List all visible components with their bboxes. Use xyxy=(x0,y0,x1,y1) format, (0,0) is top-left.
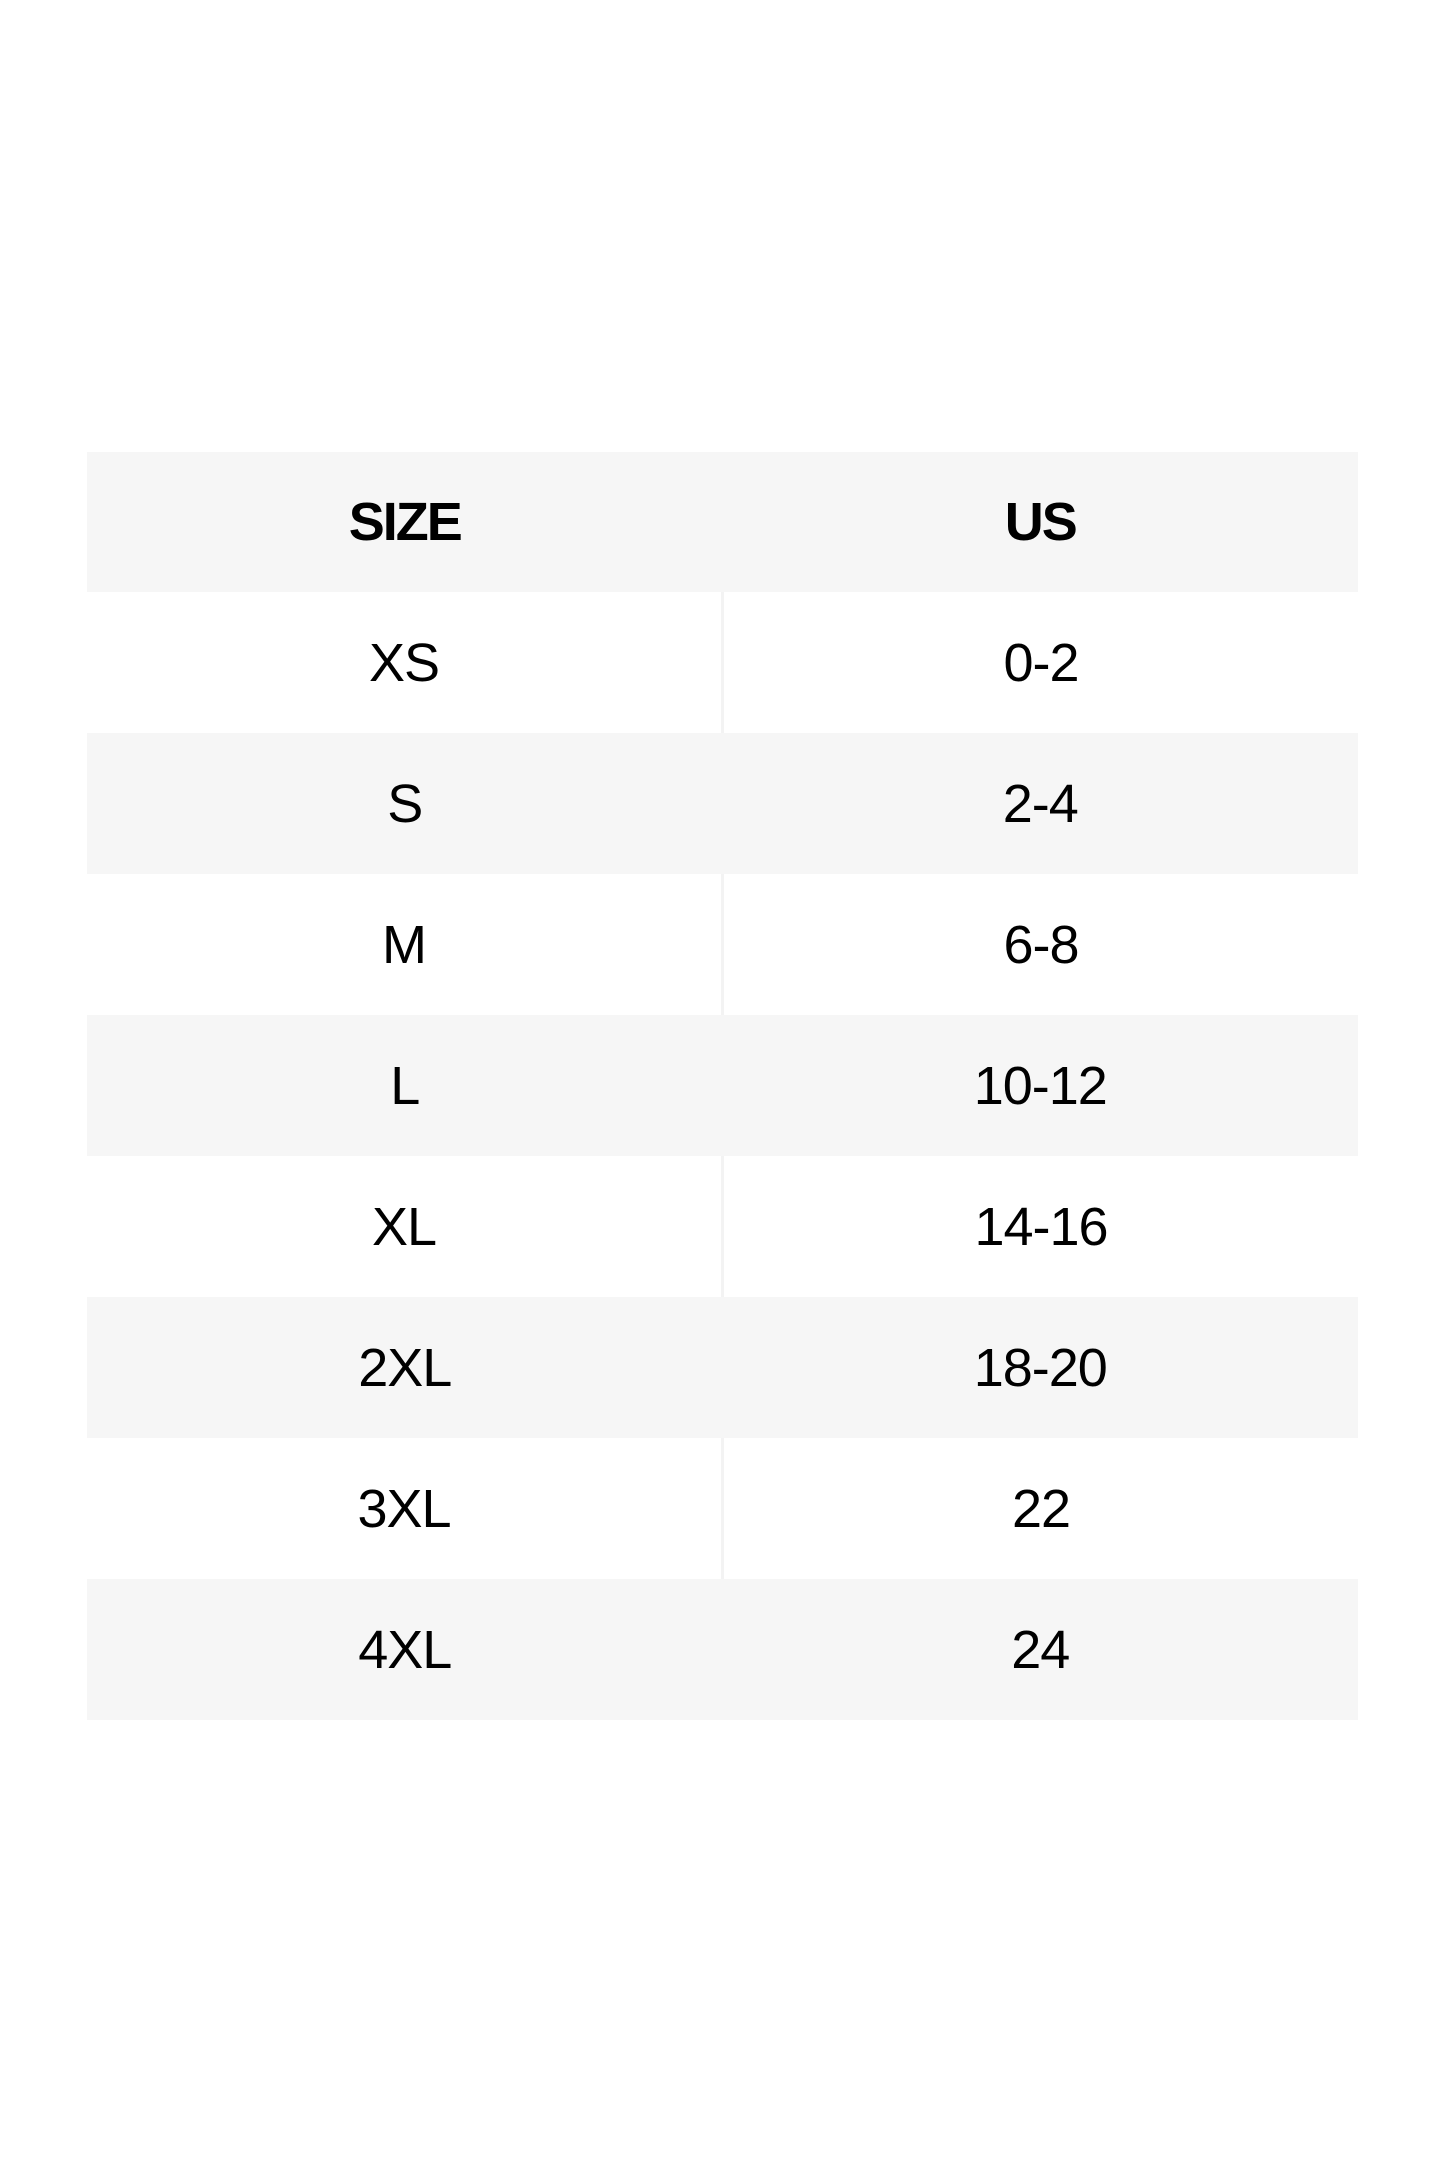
size-cell: XS xyxy=(87,592,724,733)
table-row: XS 0-2 xyxy=(87,592,1358,733)
header-size: SIZE xyxy=(348,492,463,552)
table-row: M 6-8 xyxy=(87,874,1358,1015)
us-cell: 0-2 xyxy=(1003,632,1079,693)
size-cell: S xyxy=(387,773,423,834)
us-cell: 22 xyxy=(1011,1478,1071,1539)
size-cell: L xyxy=(390,1055,420,1116)
header-us: US xyxy=(1004,492,1078,552)
size-cell: XL xyxy=(87,1156,724,1297)
table-row: S 2-4 xyxy=(87,733,1358,874)
size-chart-table: SIZE US XS 0-2 S 2-4 M 6-8 L 10-12 XL 14-16 2XL 18-… xyxy=(87,452,1358,1720)
us-cell: 18-20 xyxy=(973,1337,1108,1398)
us-cell: 24 xyxy=(1011,1619,1070,1680)
us-cell: 10-12 xyxy=(973,1055,1108,1116)
table-row: L 10-12 xyxy=(87,1015,1358,1156)
table-row: XL 14-16 xyxy=(87,1156,1358,1297)
us-cell: 14-16 xyxy=(974,1196,1108,1257)
size-cell: 4XL xyxy=(358,1619,452,1680)
us-cell: 6-8 xyxy=(1003,914,1079,975)
table-row: 4XL 24 xyxy=(87,1579,1358,1720)
us-cell: 2-4 xyxy=(1002,773,1079,834)
table-row: 3XL 22 xyxy=(87,1438,1358,1579)
table-row: 2XL 18-20 xyxy=(87,1297,1358,1438)
size-cell: M xyxy=(87,874,724,1015)
table-header-row: SIZE US xyxy=(87,452,1358,592)
size-cell: 3XL xyxy=(87,1438,724,1579)
size-cell: 2XL xyxy=(358,1337,452,1398)
